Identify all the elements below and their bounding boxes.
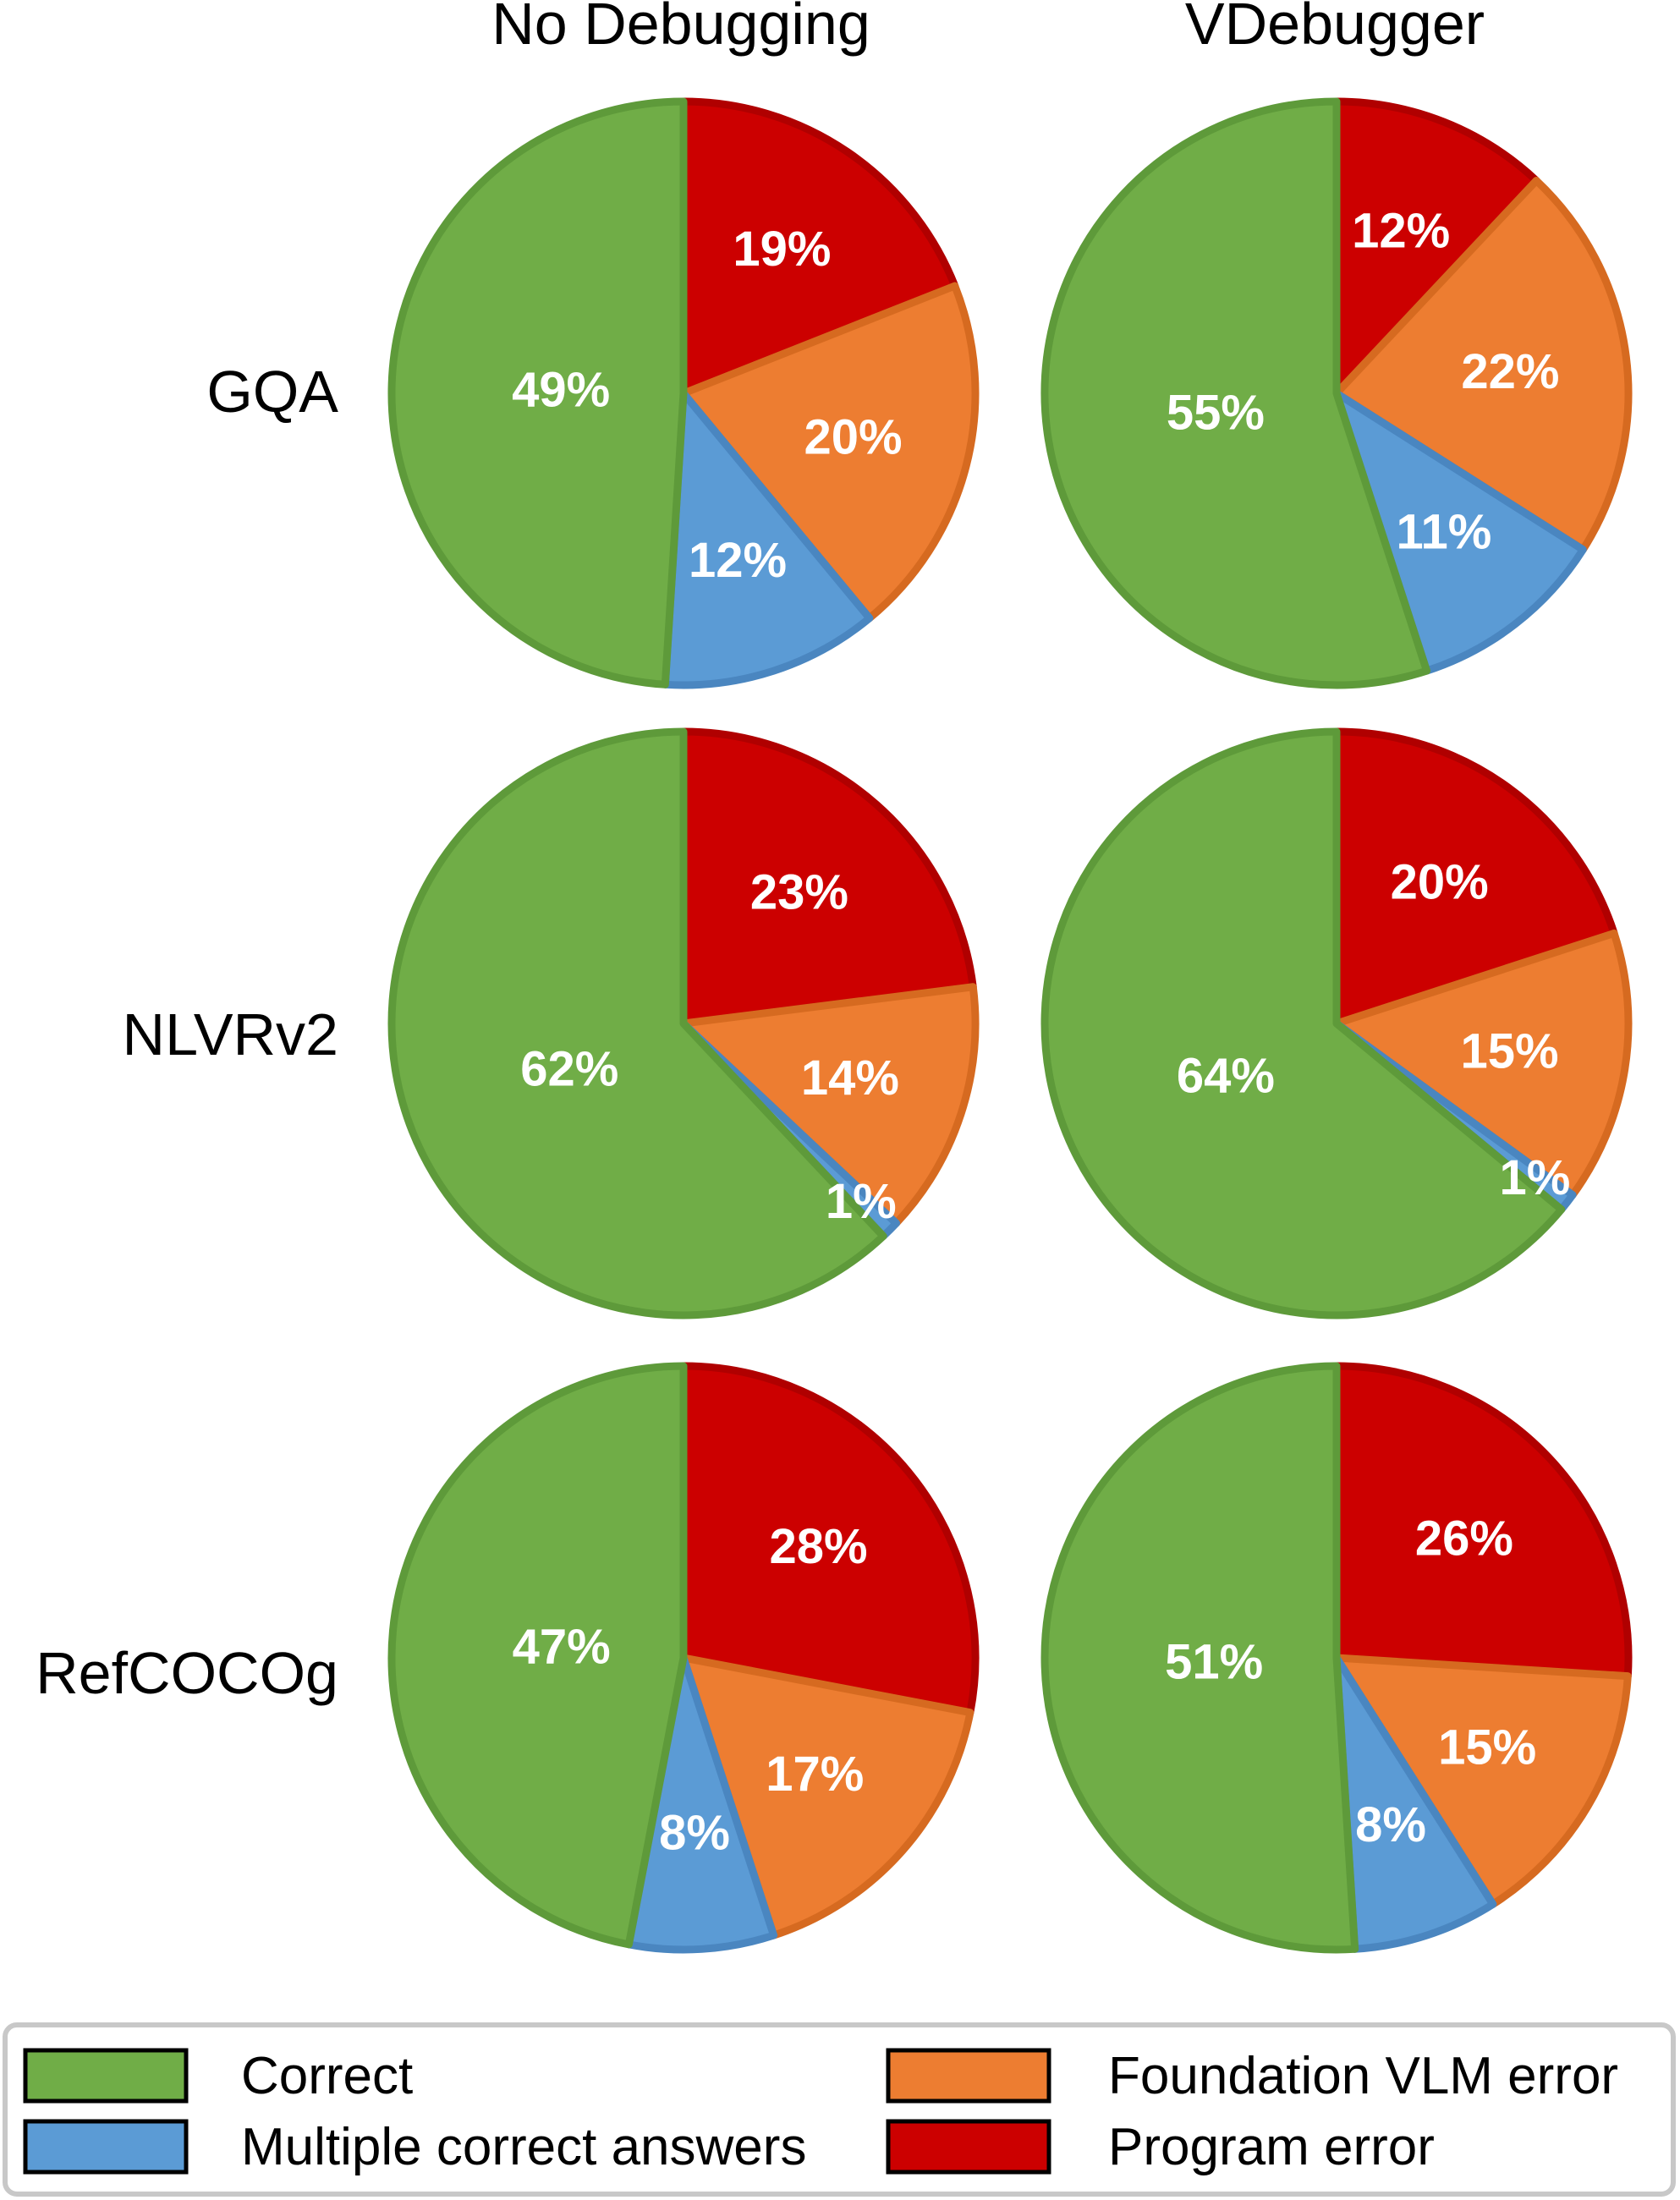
column-title-vdebugger: VDebugger	[1185, 0, 1485, 57]
slice-program-error	[679, 97, 959, 398]
data-label-foundation-vlm-error: 15%	[1460, 1023, 1558, 1078]
pie-nlvrv2-vdebugger: 20% 15% 1% 64%	[1040, 727, 1633, 1319]
legend-swatch-correct	[23, 2048, 189, 2104]
slice-correct	[1040, 97, 1431, 689]
data-label-multiple-correct-answers: 8%	[659, 1806, 730, 1861]
legend-swatch-multiple-correct-answers	[23, 2119, 189, 2175]
legend: Correct Multiple correct answers Foundat…	[3, 2022, 1676, 2197]
legend-frame	[3, 2022, 1676, 2197]
slice-correct	[387, 727, 887, 1319]
slice-foundation-vlm-error	[679, 1654, 975, 1939]
slice-correct	[1040, 1362, 1359, 1954]
pies-group: 19% 20% 12% 49% 12% 22% 11% 55% 23% 14% 1% 62% 20% 15…	[387, 97, 1633, 1954]
slice-foundation-vlm-error	[679, 983, 980, 1227]
slice-correct	[387, 97, 688, 689]
data-label-foundation-vlm-error: 17%	[766, 1747, 864, 1802]
data-label-foundation-vlm-error: 15%	[1438, 1720, 1536, 1775]
legend-swatch-foundation-vlm-error	[886, 2048, 1051, 2104]
row-label-gqa: GQA	[206, 359, 338, 425]
data-label-foundation-vlm-error: 14%	[801, 1051, 899, 1105]
legend-swatch-program-error	[886, 2119, 1051, 2175]
data-label-program-error: 23%	[750, 865, 848, 920]
data-label-program-error: 26%	[1415, 1511, 1513, 1566]
slice-multiple-correct-answers	[1332, 1654, 1497, 1953]
data-label-program-error: 20%	[1391, 855, 1489, 910]
slice-program-error	[679, 727, 977, 1028]
pie-refcocog-no-debugging: 28% 17% 8% 47%	[387, 1362, 980, 1954]
row-label-refcocog: RefCOCOg	[36, 1640, 338, 1706]
pie-gqa-no-debugging: 19% 20% 12% 49%	[387, 97, 980, 689]
legend-label-multiple-correct-answers: Multiple correct answers	[241, 2118, 806, 2176]
slice-multiple-correct-answers	[624, 1654, 778, 1954]
data-label-correct: 49%	[512, 362, 610, 417]
pie-gqa-vdebugger: 12% 22% 11% 55%	[1040, 97, 1633, 689]
data-label-correct: 47%	[513, 1619, 611, 1674]
data-label-program-error: 12%	[1352, 204, 1450, 259]
pie-nlvrv2-no-debugging: 23% 14% 1% 62%	[387, 727, 980, 1319]
data-label-multiple-correct-answers: 11%	[1396, 505, 1491, 560]
slice-correct	[1040, 727, 1566, 1319]
data-label-multiple-correct-answers: 1%	[1499, 1150, 1570, 1205]
slice-program-error	[679, 1362, 980, 1717]
column-title-no-debugging: No Debugging	[491, 0, 870, 57]
data-label-foundation-vlm-error: 22%	[1461, 344, 1559, 399]
slice-foundation-vlm-error	[679, 282, 980, 623]
slice-program-error	[1332, 97, 1540, 398]
slice-multiple-correct-answers	[661, 389, 874, 689]
slice-foundation-vlm-error	[1332, 929, 1633, 1199]
slice-program-error	[1332, 727, 1618, 1028]
data-label-multiple-correct-answers: 1%	[826, 1174, 897, 1229]
slice-program-error	[1332, 1362, 1633, 1681]
data-label-foundation-vlm-error: 20%	[804, 410, 902, 465]
data-label-correct: 62%	[520, 1041, 618, 1096]
legend-label-program-error: Program error	[1108, 2118, 1435, 2176]
slice-foundation-vlm-error	[1332, 1654, 1632, 1908]
legend-label-correct: Correct	[241, 2047, 413, 2105]
slice-foundation-vlm-error	[1332, 177, 1633, 554]
data-label-correct: 51%	[1165, 1635, 1263, 1690]
data-label-program-error: 28%	[769, 1519, 867, 1574]
data-label-multiple-correct-answers: 8%	[1355, 1797, 1426, 1852]
data-label-program-error: 19%	[733, 222, 831, 277]
row-label-nlvrv2: NLVRv2	[123, 1001, 338, 1067]
pie-refcocog-vdebugger: 26% 15%8% 51%	[1040, 1362, 1633, 1954]
data-label-correct: 64%	[1177, 1049, 1275, 1104]
slice-multiple-correct-answers	[1332, 389, 1587, 675]
legend-label-foundation-vlm-error: Foundation VLM error	[1108, 2047, 1618, 2105]
slice-correct	[387, 1362, 688, 1949]
data-label-correct: 55%	[1167, 386, 1265, 441]
data-label-multiple-correct-answers: 12%	[689, 533, 787, 588]
